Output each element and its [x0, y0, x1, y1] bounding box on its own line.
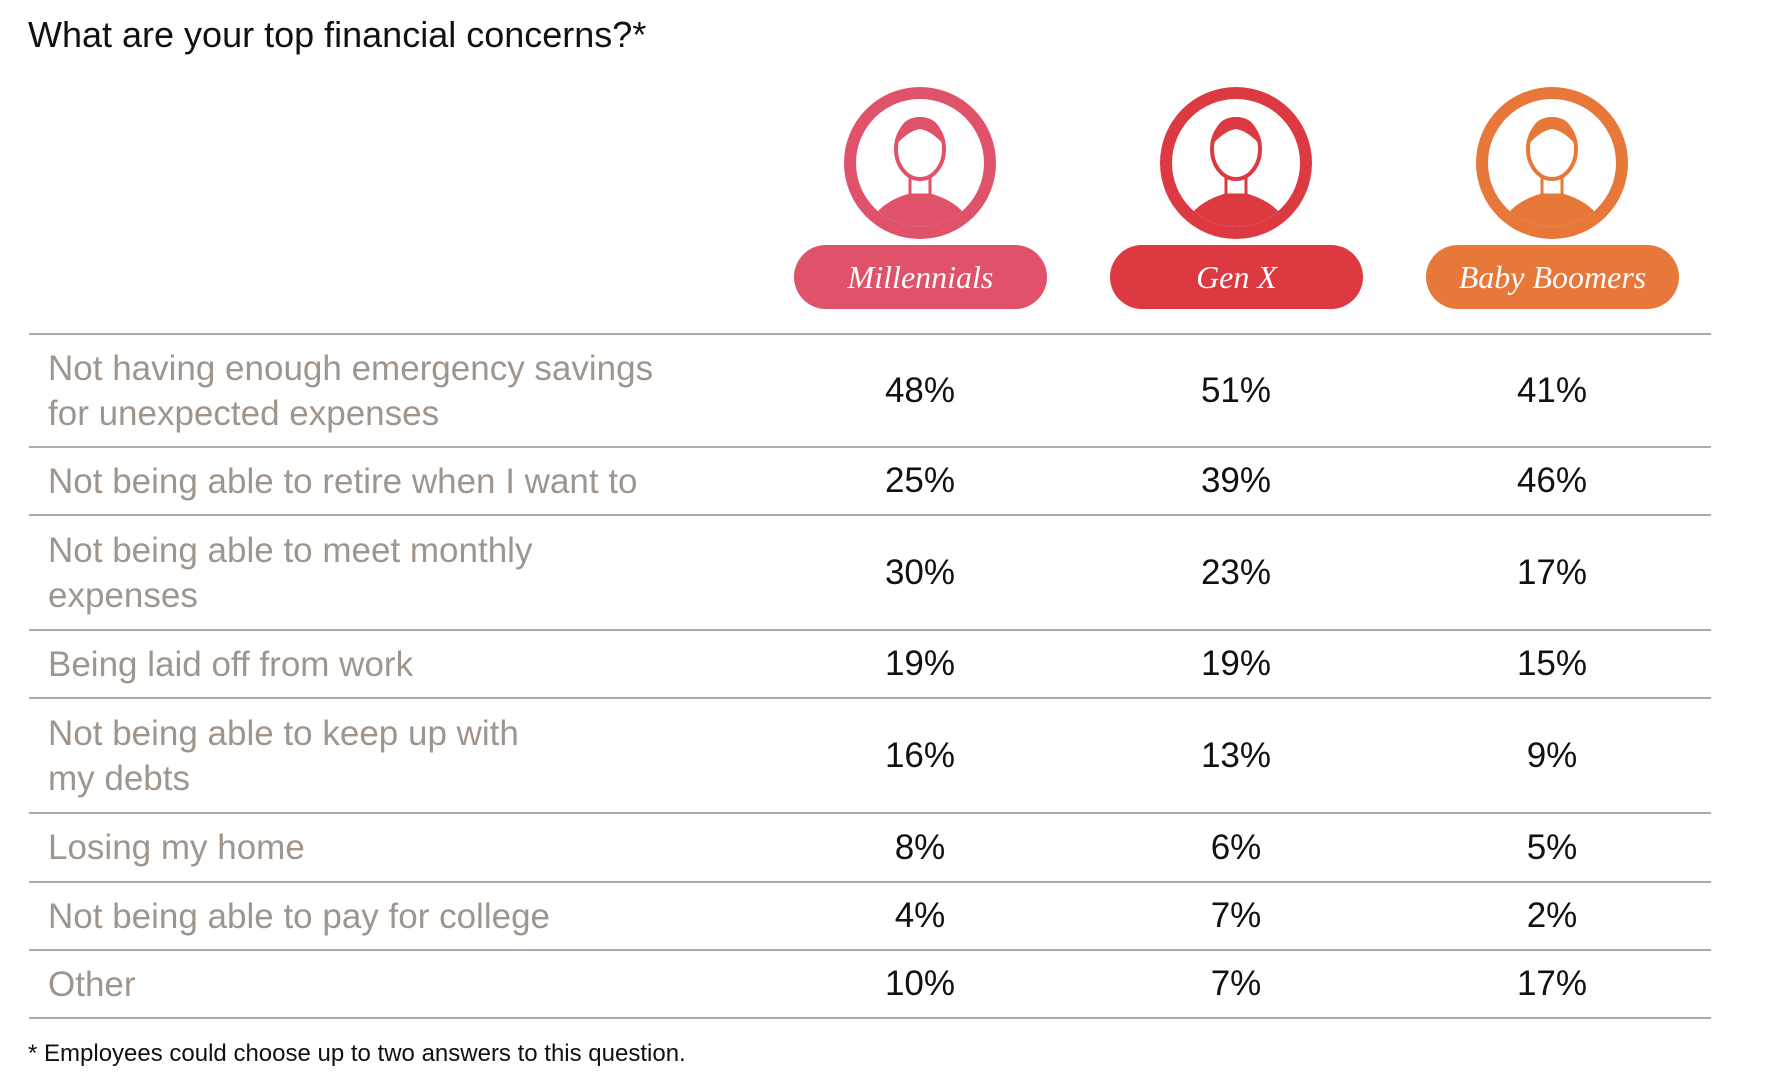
- avatar-icon: [1160, 87, 1312, 239]
- row-label: Being laid off from work: [48, 644, 414, 684]
- value-cell: 39%: [1200, 461, 1272, 500]
- row-divider: [29, 333, 1711, 335]
- row-divider: [29, 1017, 1711, 1019]
- footnote: * Employees could choose up to two answe…: [28, 1040, 686, 1067]
- value-cell: 19%: [884, 644, 956, 683]
- column-header: Millennials: [794, 245, 1047, 309]
- row-label: Not being able to retire when I want to: [48, 461, 638, 501]
- row-divider: [29, 697, 1711, 699]
- value-cell: 16%: [884, 735, 956, 775]
- row-label: Not having enough emergency savings for …: [48, 348, 654, 433]
- value-cell: 5%: [1526, 827, 1578, 867]
- row-label: Not being able to meet monthly expenses: [48, 530, 533, 615]
- value-cell: 13%: [1200, 735, 1272, 775]
- row-divider: [29, 514, 1711, 516]
- value-cell: 6%: [1210, 827, 1262, 867]
- value-cell: 17%: [1516, 964, 1588, 1003]
- avatar-icon: [844, 87, 996, 239]
- row-divider: [29, 812, 1711, 814]
- value-cell: 23%: [1200, 552, 1272, 592]
- row-divider: [29, 881, 1711, 883]
- value-cell: 25%: [884, 461, 956, 500]
- value-cell: 30%: [884, 552, 956, 592]
- value-cell: 7%: [1210, 896, 1262, 935]
- column-header: Gen X: [1110, 245, 1363, 309]
- row-label: Losing my home: [48, 828, 305, 867]
- row-label: Not being able to keep up with my debts: [48, 713, 519, 798]
- value-cell: 15%: [1516, 644, 1588, 683]
- title: What are your top financial concerns?*: [28, 14, 647, 55]
- row-label: Other: [48, 964, 136, 1004]
- value-cell: 41%: [1516, 370, 1588, 410]
- value-cell: 2%: [1526, 896, 1578, 935]
- value-cell: 4%: [894, 896, 946, 935]
- value-cell: 9%: [1526, 735, 1578, 775]
- row-label: Not being able to pay for college: [48, 896, 550, 936]
- row-divider: [29, 446, 1711, 448]
- value-cell: 48%: [884, 370, 956, 410]
- row-divider: [29, 949, 1711, 951]
- value-cell: 19%: [1200, 644, 1272, 683]
- value-cell: 10%: [884, 964, 956, 1003]
- row-divider: [29, 629, 1711, 631]
- value-cell: 8%: [894, 827, 946, 867]
- avatar-icon: [1476, 87, 1628, 239]
- value-cell: 17%: [1516, 552, 1588, 592]
- value-cell: 46%: [1516, 461, 1588, 500]
- value-cell: 51%: [1200, 370, 1272, 410]
- value-cell: 7%: [1210, 964, 1262, 1003]
- column-header: Baby Boomers: [1426, 245, 1679, 309]
